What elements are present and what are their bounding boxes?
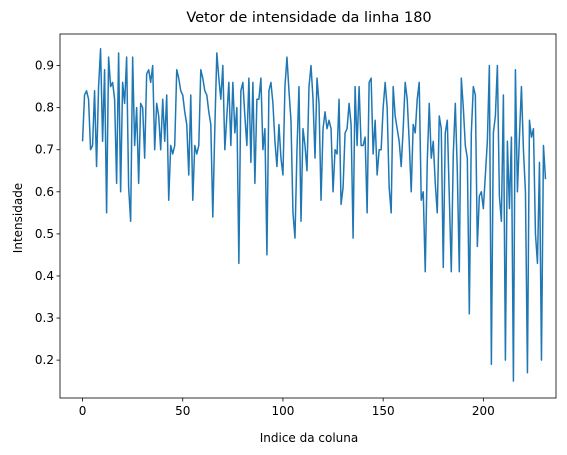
series-line [81, 47, 547, 382]
y-axis-label: Intensidade [11, 183, 25, 253]
axes-frame [59, 33, 557, 399]
y-tick-label: 0.5 [35, 227, 54, 241]
y-tick-label: 0.4 [35, 269, 54, 283]
plot-area: 0 50 100 150 200 0.2 0.3 0.4 0.5 0.6 0.7 0.8 0.9 [35, 33, 557, 418]
x-tick-label: 150 [372, 404, 395, 418]
y-tick-label: 0.3 [35, 311, 54, 325]
x-tick-label: 100 [271, 404, 294, 418]
y-tick-label: 0.8 [35, 101, 54, 115]
x-tick-label: 50 [175, 404, 190, 418]
chart-title: Vetor de intensidade da linha 180 [186, 10, 431, 26]
y-tick-label: 0.2 [35, 353, 54, 367]
y-tick-label: 0.6 [35, 185, 54, 199]
x-axis-label: Indice da coluna [260, 431, 359, 445]
y-tick-label: 0.7 [35, 143, 54, 157]
y-tick-label: 0.9 [35, 59, 54, 73]
x-tick-label: 200 [472, 404, 495, 418]
x-tick-label: 0 [79, 404, 87, 418]
